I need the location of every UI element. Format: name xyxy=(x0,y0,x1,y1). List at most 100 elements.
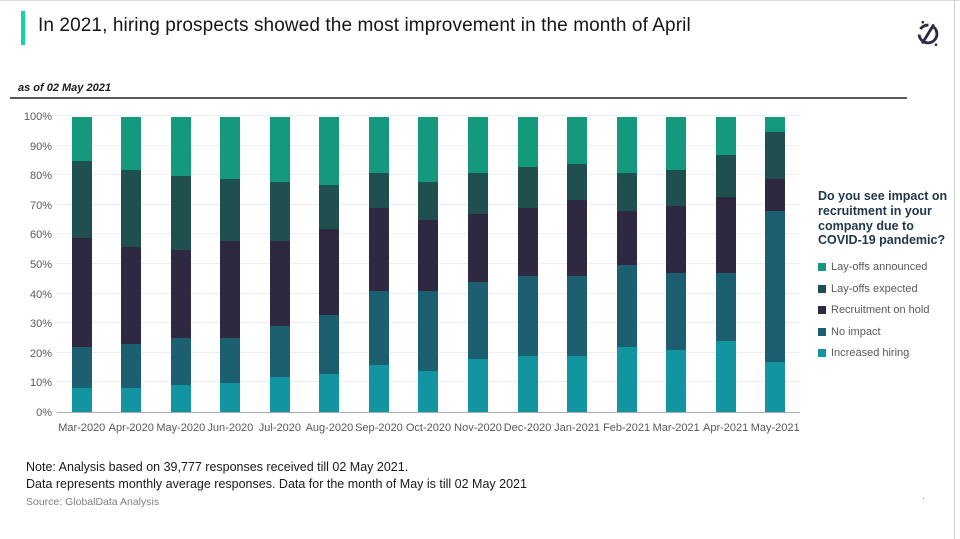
bar-segment xyxy=(765,361,786,412)
legend-items: Lay-offs announced Lay-offs expected Recru… xyxy=(818,261,956,359)
legend-swatch-icon xyxy=(818,349,826,357)
bar-segment xyxy=(616,173,637,212)
stacked-bar-Sep-2020 xyxy=(368,117,389,412)
source-note: Source: GlobalData Analysis xyxy=(26,495,160,508)
bar-segment xyxy=(715,196,736,274)
bar-segment xyxy=(418,370,439,412)
bar-segment xyxy=(220,382,241,412)
bar-segment xyxy=(666,273,687,351)
bar-segment xyxy=(418,220,439,292)
bar-segment xyxy=(368,364,389,412)
legend-label: Recruitment on hold xyxy=(831,304,930,316)
x-tick-label: Nov-2020 xyxy=(454,422,502,434)
bar-segment xyxy=(71,347,92,389)
legend-swatch-icon xyxy=(818,263,826,271)
stacked-bar-Dec-2020 xyxy=(517,117,538,412)
bar-segment xyxy=(517,276,538,356)
bar-segment xyxy=(319,117,340,185)
y-tick-label: 50% xyxy=(29,259,52,271)
bar-segment xyxy=(170,338,191,386)
bar-slot xyxy=(602,117,652,412)
legend-item: Increased hiring xyxy=(818,347,956,359)
bar-segment xyxy=(269,240,290,327)
bar-segment xyxy=(220,338,241,383)
footnotes: Note: Analysis based on 39,777 responses… xyxy=(26,459,527,508)
x-tick-label: Mar-2021 xyxy=(652,422,700,434)
stacked-bar-Jul-2020 xyxy=(269,117,290,412)
bar-segment xyxy=(765,178,786,212)
bar-slot xyxy=(354,117,404,412)
bar-slot xyxy=(156,117,206,412)
legend-item: Lay-offs announced xyxy=(818,261,956,273)
bar-slot xyxy=(404,117,454,412)
bar-segment xyxy=(71,388,92,412)
x-tick-label: Jan-2021 xyxy=(554,422,601,434)
y-tick-label: 60% xyxy=(29,229,52,242)
bar-segment xyxy=(666,117,687,171)
note-line-1: Note: Analysis based on 39,777 responses… xyxy=(26,460,409,474)
bar-slot xyxy=(57,117,107,412)
x-axis-labels: Mar-2020 Apr-2020 May-2020 Jun-2020 Jul-2020… xyxy=(57,422,800,434)
bar-segment xyxy=(269,181,290,241)
bar-segment xyxy=(71,117,92,162)
stacked-bar-Jun-2020 xyxy=(220,117,241,412)
as-of-date: as of 02 May 2021 xyxy=(18,82,111,94)
bar-segment xyxy=(616,264,637,348)
stacked-bar-May-2020 xyxy=(170,117,191,412)
bar-segment xyxy=(765,211,786,362)
bar-segment xyxy=(319,184,340,230)
bar-segment xyxy=(319,314,340,374)
x-tick-label: Oct-2020 xyxy=(405,422,452,434)
stacked-bar-Nov-2020 xyxy=(468,117,489,412)
x-tick-label: Jun-2020 xyxy=(207,422,254,434)
bar-segment xyxy=(220,240,241,339)
bar-segment xyxy=(517,208,538,277)
globaldata-compass-icon xyxy=(913,18,943,48)
bar-segment xyxy=(517,355,538,412)
x-tick-label: May-2021 xyxy=(750,422,800,434)
bar-slot xyxy=(206,117,256,412)
bar-segment xyxy=(666,205,687,274)
bar-segment xyxy=(567,276,588,356)
bar-segment xyxy=(468,282,489,359)
bar-slot xyxy=(305,117,355,412)
bar-segment xyxy=(616,347,637,412)
y-tick-label: 20% xyxy=(29,347,52,360)
bar-segment xyxy=(616,117,637,174)
bar-segment xyxy=(170,176,191,250)
legend-item: Lay-offs expected xyxy=(818,283,956,295)
bar-segment xyxy=(121,388,142,412)
stacked-bar-Oct-2020 xyxy=(418,117,439,412)
y-tick-label: 100% xyxy=(23,111,52,123)
stacked-bar-Apr-2021 xyxy=(715,117,736,412)
bar-slot xyxy=(701,117,751,412)
bar-segment xyxy=(715,273,736,342)
bar-segment xyxy=(517,167,538,209)
top-border xyxy=(0,0,960,1)
bar-segment xyxy=(319,229,340,315)
legend-title: Do you see impact on recruitment in your… xyxy=(818,189,948,248)
bar-segment xyxy=(715,341,736,412)
legend-swatch-icon xyxy=(818,306,826,314)
legend-label: Increased hiring xyxy=(831,347,910,359)
bar-segment xyxy=(319,373,340,412)
bar-segment xyxy=(121,344,142,389)
bar-slot xyxy=(750,117,800,412)
x-tick-label: Apr-2021 xyxy=(703,422,749,434)
x-tick-label: May-2020 xyxy=(156,422,206,434)
bar-segment xyxy=(567,199,588,277)
x-tick-label: Mar-2020 xyxy=(58,422,106,434)
bar-segment xyxy=(368,208,389,292)
bar-segment xyxy=(468,173,489,215)
bar-segment xyxy=(517,117,538,168)
bar-segment xyxy=(418,117,439,182)
bar-slot xyxy=(503,117,553,412)
title-accent-bar xyxy=(21,11,25,45)
bar-segment xyxy=(468,117,489,174)
bar-slot xyxy=(453,117,503,412)
y-tick-label: 40% xyxy=(29,288,52,301)
stacked-bar-Apr-2020 xyxy=(121,117,142,412)
bar-segment xyxy=(468,358,489,412)
stacked-bar-Aug-2020 xyxy=(319,117,340,412)
stacked-bar-Mar-2021 xyxy=(666,117,687,412)
